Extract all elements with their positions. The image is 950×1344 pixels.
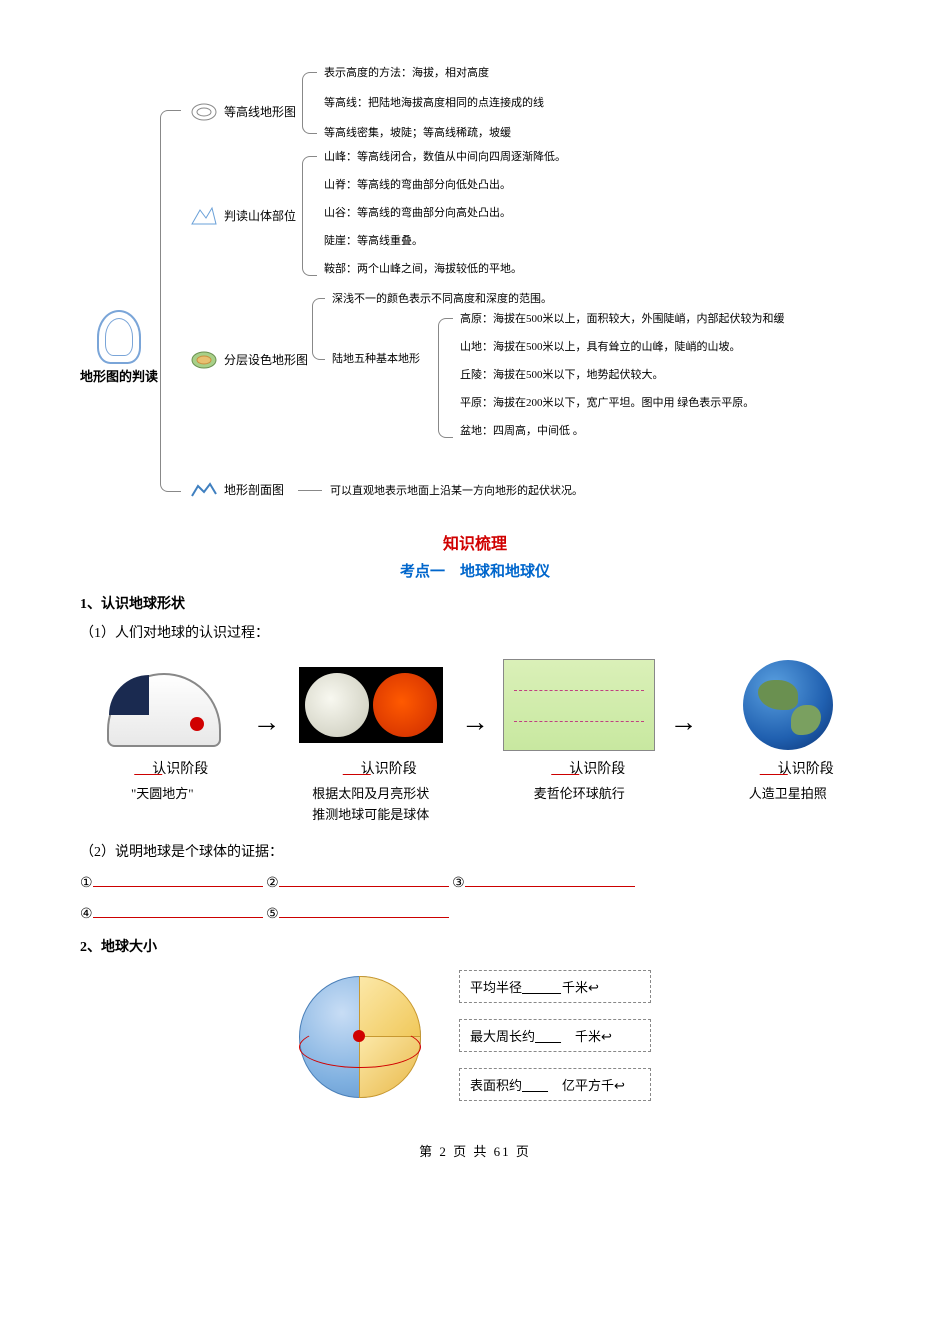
bracket bbox=[312, 298, 325, 360]
node-label: 分层设色地形图 bbox=[224, 352, 308, 369]
leaf-text: 深浅不一的颜色表示不同高度和深度的范围。 bbox=[332, 292, 552, 307]
mindmap-diagram: 地形图的判读 等高线地形图 表示高度的方法：海拔，相对高度 等高线：把陆地海拔高… bbox=[80, 60, 870, 500]
leaf-text: 高原：海拔在500米以上，面积较大，外围陡峭，内部起伏较为和缓 bbox=[460, 312, 785, 327]
leaf-text: 等高线密集，坡陡；等高线稀疏，坡缓 bbox=[324, 126, 511, 141]
stage-image-moon-sun bbox=[289, 660, 454, 750]
mountain-icon bbox=[190, 206, 218, 226]
stage-image-voyage bbox=[497, 660, 662, 750]
evidence-row-2: ④ ⑤ bbox=[80, 902, 870, 929]
stage-desc: 麦哲伦环球航行 bbox=[497, 784, 662, 805]
stage-desc: 人造卫星拍照 bbox=[706, 784, 871, 805]
contour-lines-icon bbox=[190, 102, 218, 122]
evidence-row-1: ① ② ③ bbox=[80, 871, 870, 898]
heading-2: 2、地球大小 bbox=[80, 936, 870, 956]
bracket bbox=[302, 156, 317, 276]
leaf-text: 可以直观地表示地面上沿某一方向地形的起伏状况。 bbox=[330, 484, 583, 499]
profile-icon bbox=[190, 480, 218, 500]
node-label: 等高线地形图 bbox=[224, 104, 296, 121]
stage-3: 认识阶段 麦哲伦环球航行 bbox=[497, 660, 662, 805]
stage-1: 认识阶段 "天圆地方" bbox=[80, 660, 245, 805]
stage-desc: "天圆地方" bbox=[80, 784, 245, 805]
leaf-text: 表示高度的方法：海拔，相对高度 bbox=[324, 66, 489, 81]
leaf-text: 陡崖：等高线重叠。 bbox=[324, 234, 423, 249]
root-label: 地形图的判读 bbox=[80, 368, 158, 386]
leaf-text: 平原：海拔在200米以下，宽广平坦。图中用 绿色表示平原。 bbox=[460, 396, 754, 411]
leaf-text: 盆地：四周高，中间低 。 bbox=[460, 424, 584, 439]
leaf-text: 山谷：等高线的弯曲部分向高处凸出。 bbox=[324, 206, 511, 221]
node-contour-map: 等高线地形图 bbox=[190, 102, 296, 122]
leaf-text: 丘陵：海拔在500米以下，地势起伏较大。 bbox=[460, 368, 664, 383]
mindmap-root: 地形图的判读 bbox=[80, 310, 158, 386]
info-boxes: 平均半径 千米↩ 最大周长约 千米↩ 表面积约 亿平方千↩ bbox=[459, 970, 651, 1101]
stage-image-satellite bbox=[706, 660, 871, 750]
node-label: 地形剖面图 bbox=[224, 482, 284, 499]
leaf-text: 鞍部：两个山峰之间，海拔较低的平地。 bbox=[324, 262, 522, 277]
node-profile: 地形剖面图 bbox=[190, 480, 284, 500]
arrow-icon: → bbox=[253, 707, 281, 739]
stage-image-dome bbox=[80, 660, 245, 750]
arrow-icon: → bbox=[670, 707, 698, 739]
leaf-text: 山地：海拔在500米以上，具有耸立的山峰，陡峭的山坡。 bbox=[460, 340, 741, 355]
node-layered-color: 分层设色地形图 bbox=[190, 350, 308, 370]
heading-1: 1、认识地球形状 bbox=[80, 593, 870, 613]
leaf-text: 等高线：把陆地海拔高度相同的点连接成的线 bbox=[324, 96, 544, 111]
paragraph: （1）人们对地球的认识过程： bbox=[80, 621, 870, 646]
stages-row: 认识阶段 "天圆地方" → 认识阶段 根据太阳及月亮形状推测地球可能是球体 → … bbox=[80, 660, 870, 826]
arrow-icon: → bbox=[461, 707, 489, 739]
section-title-red: 知识梳理 bbox=[80, 530, 870, 554]
layered-color-icon bbox=[190, 350, 218, 370]
connector bbox=[298, 490, 322, 491]
stage-2: 认识阶段 根据太阳及月亮形状推测地球可能是球体 bbox=[289, 660, 454, 826]
subnode-label: 陆地五种基本地形 bbox=[332, 352, 420, 367]
paragraph: （2）说明地球是个球体的证据： bbox=[80, 840, 870, 865]
contour-icon bbox=[97, 310, 141, 364]
bracket bbox=[160, 110, 181, 492]
stage-label: 认识阶段 bbox=[706, 758, 871, 778]
bracket bbox=[302, 72, 317, 134]
stage-label: 认识阶段 bbox=[80, 758, 245, 778]
node-label: 判读山体部位 bbox=[224, 208, 296, 225]
info-circumference: 最大周长约 千米↩ bbox=[459, 1019, 651, 1052]
stage-desc: 根据太阳及月亮形状推测地球可能是球体 bbox=[289, 784, 454, 826]
node-mountain-parts: 判读山体部位 bbox=[190, 206, 296, 226]
page-footer: 第 2 页 共 61 页 bbox=[80, 1141, 870, 1160]
leaf-text: 山峰：等高线闭合，数值从中间向四周逐渐降低。 bbox=[324, 150, 566, 165]
stage-label: 认识阶段 bbox=[497, 758, 662, 778]
earth-size-figure: 平均半径 千米↩ 最大周长约 千米↩ 表面积约 亿平方千↩ bbox=[80, 970, 870, 1101]
globe-diagram bbox=[299, 976, 419, 1096]
stage-4: 认识阶段 人造卫星拍照 bbox=[706, 660, 871, 805]
bracket bbox=[438, 318, 453, 438]
stage-label: 认识阶段 bbox=[289, 758, 454, 778]
info-area: 表面积约 亿平方千↩ bbox=[459, 1068, 651, 1101]
info-radius: 平均半径 千米↩ bbox=[459, 970, 651, 1003]
section-title-blue: 考点一 地球和地球仪 bbox=[80, 560, 870, 581]
leaf-text: 山脊：等高线的弯曲部分向低处凸出。 bbox=[324, 178, 511, 193]
